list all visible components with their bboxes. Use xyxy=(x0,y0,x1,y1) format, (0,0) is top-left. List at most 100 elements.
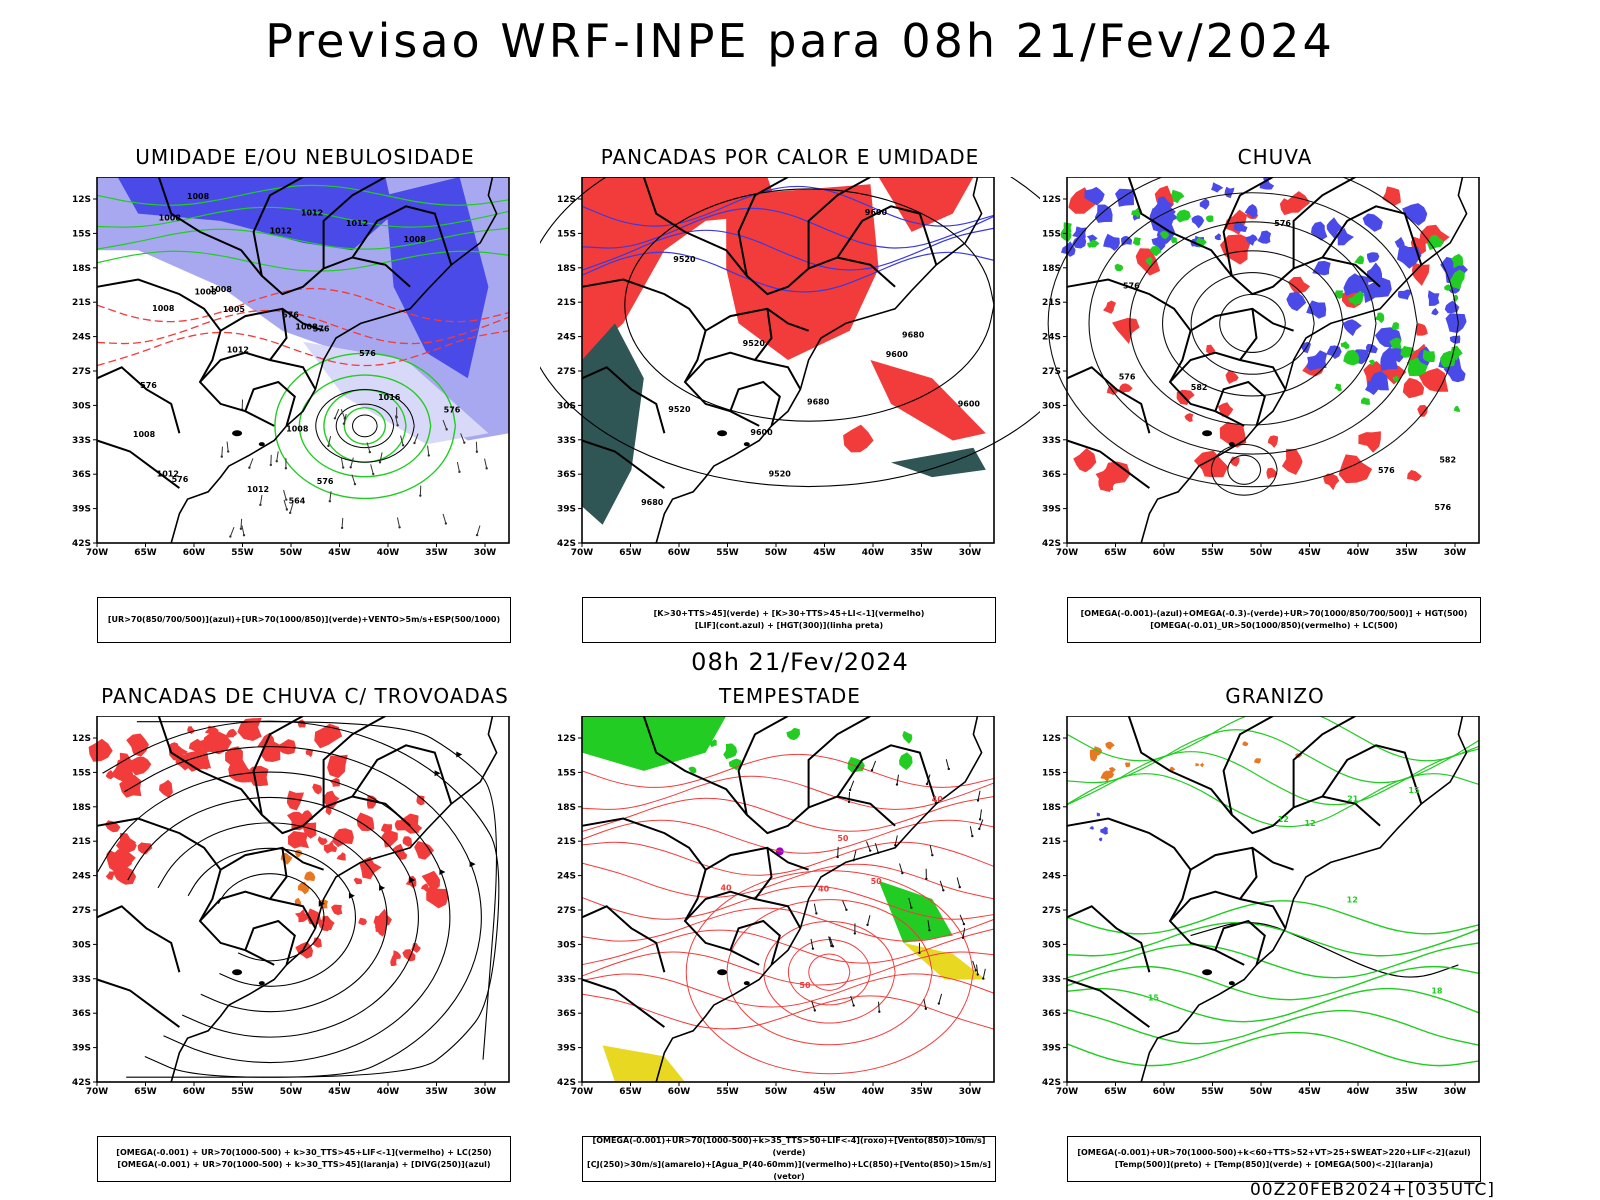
lat-tick-label: 21S xyxy=(1042,298,1061,308)
wind-vector-head xyxy=(220,455,223,458)
political-border xyxy=(220,307,324,332)
wind-vector xyxy=(229,527,235,537)
wind-vector xyxy=(413,433,419,444)
wind-vector-head xyxy=(259,503,262,507)
political-border xyxy=(684,351,802,390)
lagoon xyxy=(1228,442,1235,447)
lat-tick-label: 30S xyxy=(1042,401,1061,411)
precipitable-water-contour-red xyxy=(726,899,933,1046)
wind-vector xyxy=(379,452,383,463)
rain-area-blue xyxy=(1444,300,1460,314)
lon-tick-label: 50W xyxy=(280,1087,303,1097)
political-border xyxy=(1066,905,1151,973)
wind-vector xyxy=(945,759,950,770)
political-border xyxy=(836,205,938,266)
wind-vector-head xyxy=(396,424,399,427)
lon-tick-label: 35W xyxy=(910,1087,933,1097)
political-border xyxy=(1292,716,1356,808)
rain-area-blue xyxy=(1103,233,1120,251)
rain-area-green xyxy=(1340,341,1350,350)
storm-area-orange xyxy=(294,897,302,906)
wind-vector xyxy=(871,760,877,771)
political-border xyxy=(157,716,411,835)
political-border xyxy=(1127,716,1381,835)
hail-area-orange xyxy=(1105,741,1115,750)
lat-tick-label: 42S xyxy=(72,1078,91,1088)
precipitable-water-contour-red xyxy=(581,928,995,966)
storm-area-red xyxy=(317,836,328,846)
lat-tick-label: 27S xyxy=(72,906,91,916)
legend-line-2: [OMEGA(-0.01)_UR>50(1000/850)(vermelho) … xyxy=(1150,621,1398,630)
rain-area-blue xyxy=(1233,221,1248,233)
rain-area-red xyxy=(1417,404,1428,417)
political-border xyxy=(252,716,304,815)
political-border xyxy=(1066,978,1150,1028)
panel-title: PANCADAS POR CALOR E UMIDADE xyxy=(600,145,980,169)
hail-area-orange xyxy=(1200,762,1205,768)
wind-vector-head xyxy=(353,482,357,486)
map-chuva: 582 576 582 576 576 576 576 12S 15S 18S 21S 24S 27S… xyxy=(1042,177,1480,558)
contour-label: 582 xyxy=(1191,383,1208,392)
lon-tick-label: 35W xyxy=(1395,1087,1418,1097)
legend-line-1: [OMEGA(-0.001)-(azul)+OMEGA(-0.3)-(verde… xyxy=(1080,609,1468,618)
wind-vector xyxy=(956,877,961,888)
political-border xyxy=(729,919,781,966)
political-border xyxy=(684,890,802,929)
wind-vector-head xyxy=(971,834,974,838)
political-border xyxy=(157,177,411,296)
wind-vector xyxy=(811,1000,816,1011)
humidity-contour-green xyxy=(96,250,510,272)
wind-vector-head xyxy=(811,947,815,950)
political-border xyxy=(1066,278,1245,427)
wind-vector-head xyxy=(285,498,288,501)
political-border xyxy=(1214,919,1266,966)
political-border xyxy=(244,919,296,966)
wind-vector xyxy=(442,419,448,430)
coastline xyxy=(170,716,498,1083)
lon-tick-label: 70W xyxy=(86,548,109,558)
rain-area-green xyxy=(1392,375,1400,383)
rain-area-red xyxy=(1119,383,1133,394)
wind-vector-head xyxy=(342,422,346,425)
lon-tick-label: 55W xyxy=(716,1087,739,1097)
wind-area-green xyxy=(723,743,738,760)
geopotential-contour xyxy=(1047,177,1459,488)
temp500-contour xyxy=(1190,922,1459,978)
wind-vector xyxy=(442,513,447,524)
hail-area-orange xyxy=(1089,749,1098,762)
storm-area-red xyxy=(295,941,313,959)
storm-area-red xyxy=(416,795,425,806)
lat-tick-label: 18S xyxy=(72,803,91,813)
wind-vector-head xyxy=(485,467,488,470)
wind-area-green xyxy=(688,766,697,774)
political-border xyxy=(96,905,181,973)
coastline xyxy=(1140,177,1468,544)
lagoon xyxy=(743,981,750,986)
storm-area-red xyxy=(105,871,116,880)
rain-area-blue xyxy=(1061,241,1076,257)
storm-area-red xyxy=(294,909,310,923)
wind-vector-head xyxy=(878,1010,881,1013)
panel-title: UMIDADE E/OU NEBULOSIDADE xyxy=(135,145,475,169)
contour-label: 18 xyxy=(1431,987,1443,996)
lon-tick-label: 40W xyxy=(377,548,400,558)
geopotential-contour xyxy=(1219,293,1286,353)
wind-vector-head xyxy=(349,466,352,469)
rain-area-blue xyxy=(1072,226,1088,240)
precipitable-water-contour-red xyxy=(581,753,995,788)
lon-tick-label: 55W xyxy=(1201,548,1224,558)
political-border xyxy=(96,439,180,489)
lat-tick-label: 27S xyxy=(1042,906,1061,916)
humidity-contour-green xyxy=(274,352,457,500)
lon-tick-label: 45W xyxy=(328,548,351,558)
wind-vector-head xyxy=(285,508,289,511)
lon-tick-label: 70W xyxy=(86,1087,109,1097)
wind-vector xyxy=(939,880,944,891)
geopotential-contour xyxy=(1210,443,1278,496)
contour-label: 1008 xyxy=(133,430,156,439)
lon-tick-label: 65W xyxy=(134,548,157,558)
rain-area-red xyxy=(1266,467,1278,479)
legend-line-1: [K>30+TTS>45](verde) + [K>30+TTS>45+LI<-… xyxy=(653,609,925,618)
political-border xyxy=(581,366,666,434)
wind-vector xyxy=(248,458,254,468)
